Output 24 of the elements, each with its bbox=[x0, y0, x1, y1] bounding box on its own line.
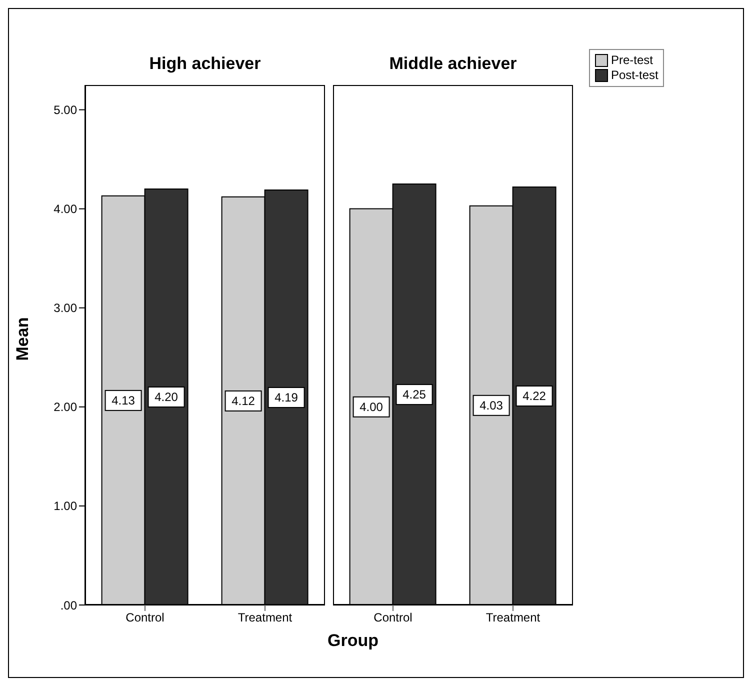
x-tick-label: Treatment bbox=[238, 610, 293, 625]
y-axis-title: Mean bbox=[13, 317, 33, 361]
x-tick-label: Treatment bbox=[486, 610, 541, 625]
chart-title: High achiever bbox=[148, 53, 262, 75]
x-tick-label: Control bbox=[126, 610, 164, 625]
data-label: 4.20 bbox=[154, 390, 178, 404]
y-tick-label: 3.00 bbox=[54, 301, 78, 316]
x-axis-title: Group bbox=[326, 631, 380, 651]
y-tick-label: .00 bbox=[60, 598, 78, 612]
data-label: 4.22 bbox=[522, 389, 546, 404]
data-label: 4.19 bbox=[274, 390, 298, 404]
legend-label: Pre-test bbox=[611, 53, 654, 68]
y-tick-label: 1.00 bbox=[54, 499, 78, 514]
data-label: 4.25 bbox=[402, 388, 426, 402]
x-tick-label: Control bbox=[374, 610, 412, 625]
legend-label: Post-test bbox=[611, 68, 658, 83]
data-label: 4.12 bbox=[232, 394, 256, 408]
y-tick-label: 5.00 bbox=[54, 103, 78, 118]
data-label: 4.00 bbox=[360, 400, 384, 414]
y-tick-label: 4.00 bbox=[54, 202, 78, 216]
chart-title: Middle achiever bbox=[388, 53, 518, 75]
data-label: 4.03 bbox=[480, 398, 504, 412]
data-label: 4.13 bbox=[112, 393, 136, 408]
y-tick-label: 2.00 bbox=[54, 400, 78, 414]
